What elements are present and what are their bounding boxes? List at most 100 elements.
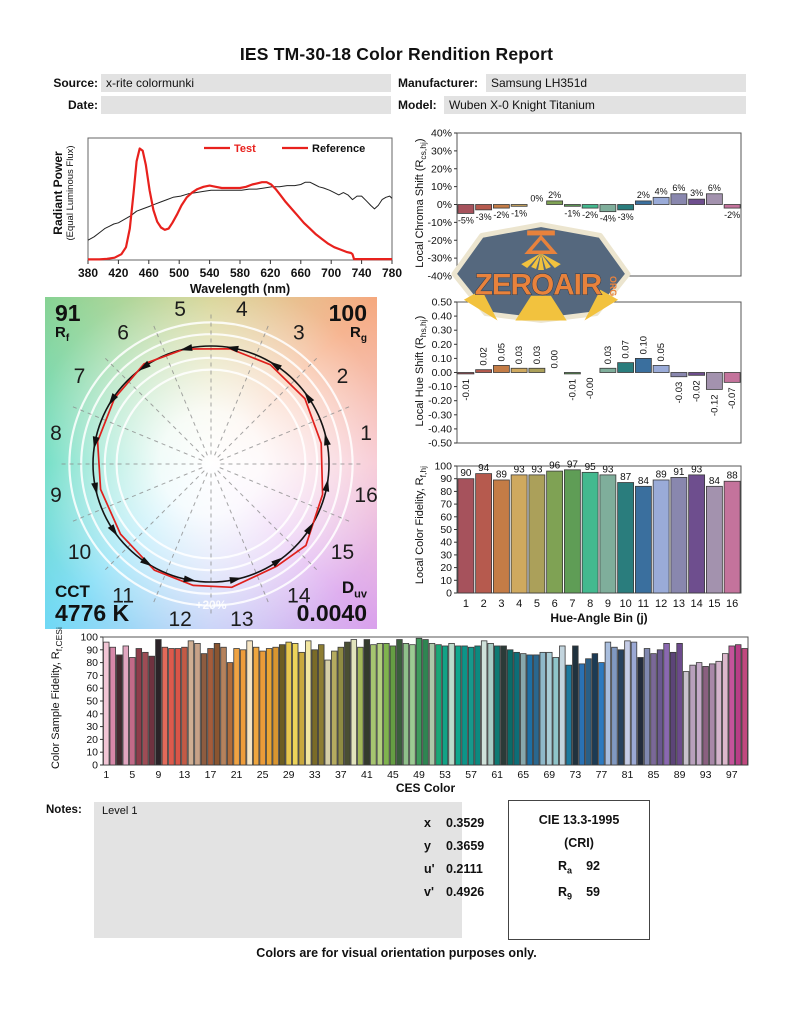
svg-text:60: 60 xyxy=(86,683,98,695)
color-vector-graphic: 1 2 3 4 5 6 7 8 9 10 11 12 13 14 15 16 91 Rf 100 Rg CCT… xyxy=(45,297,378,631)
svg-text:-30%: -30% xyxy=(427,253,452,265)
svg-text:13: 13 xyxy=(673,598,685,610)
svg-text:-4%: -4% xyxy=(600,214,616,224)
svg-text:100: 100 xyxy=(434,461,452,473)
svg-text:-0.20: -0.20 xyxy=(428,395,452,407)
svg-text:3: 3 xyxy=(293,322,305,345)
svg-text:70: 70 xyxy=(86,670,98,682)
svg-text:540: 540 xyxy=(200,266,220,280)
spectral-power-chart: 380 420 460 500 540 580 620 660 700 740 780 Wavelen… xyxy=(78,137,402,296)
svg-text:0.30: 0.30 xyxy=(432,325,453,337)
notes-label: Notes: xyxy=(46,804,82,816)
svg-text:620: 620 xyxy=(260,266,280,280)
svg-text:-0.01: -0.01 xyxy=(567,379,578,401)
rf-stat: 91 Rf xyxy=(55,300,81,345)
svg-text:53: 53 xyxy=(439,769,451,781)
manufacturer-label: Manufacturer: xyxy=(398,76,479,90)
svg-text:49: 49 xyxy=(413,769,425,781)
svg-text:740: 740 xyxy=(352,266,372,280)
svg-text:69: 69 xyxy=(543,769,555,781)
manufacturer-value: Samsung LH351d xyxy=(486,74,746,92)
svg-text:60: 60 xyxy=(440,511,452,523)
svg-text:84: 84 xyxy=(709,476,721,487)
svg-text:-20%: -20% xyxy=(427,235,452,247)
svg-text:65: 65 xyxy=(517,769,529,781)
svg-text:2: 2 xyxy=(337,365,349,388)
svg-text:11: 11 xyxy=(638,598,649,610)
svg-text:3%: 3% xyxy=(690,188,703,198)
svg-text:61: 61 xyxy=(491,769,503,781)
svg-text:8: 8 xyxy=(587,598,593,610)
model-label: Model: xyxy=(398,98,437,112)
svg-text:89: 89 xyxy=(496,469,508,480)
svg-text:93: 93 xyxy=(514,464,526,475)
svg-text:14: 14 xyxy=(287,584,311,607)
cri-ra-row: Ra 92 xyxy=(558,859,600,876)
svg-text:95: 95 xyxy=(585,462,597,473)
logo-emblem-triangle xyxy=(524,234,558,254)
local-color-fidelity-chart: 1009080706050403020100901942893934935966… xyxy=(434,459,742,625)
svg-text:0.05: 0.05 xyxy=(496,343,507,362)
svg-text:30%: 30% xyxy=(431,145,452,157)
svg-text:6%: 6% xyxy=(672,183,685,193)
svg-text:29: 29 xyxy=(283,769,295,781)
svg-text:20: 20 xyxy=(440,562,452,574)
svg-text:88: 88 xyxy=(727,471,739,482)
svg-text:10%: 10% xyxy=(431,181,452,193)
svg-text:2: 2 xyxy=(481,598,487,610)
svg-text:-0.03: -0.03 xyxy=(674,382,685,404)
svg-text:0.20: 0.20 xyxy=(432,339,453,351)
svg-text:73: 73 xyxy=(570,769,582,781)
svg-text:4: 4 xyxy=(236,298,248,321)
logo-org-suffix: ORG xyxy=(608,276,618,296)
svg-text:Reference: Reference xyxy=(312,143,365,155)
date-value xyxy=(101,96,391,114)
svg-text:10: 10 xyxy=(440,575,452,587)
zeroair-watermark-logo: ZEROAIR ORG xyxy=(451,222,631,323)
svg-text:-0.50: -0.50 xyxy=(428,438,452,450)
svg-text:57: 57 xyxy=(465,769,477,781)
svg-text:9: 9 xyxy=(50,484,62,507)
cri-r9-row: R9 59 xyxy=(558,884,600,902)
svg-text:100: 100 xyxy=(80,632,98,644)
svg-text:460: 460 xyxy=(139,266,159,280)
svg-text:0.07: 0.07 xyxy=(621,340,632,359)
svg-text:6: 6 xyxy=(552,598,558,610)
svg-text:-1%: -1% xyxy=(511,208,527,218)
svg-text:7: 7 xyxy=(74,365,86,388)
svg-text:30: 30 xyxy=(440,549,452,561)
svg-text:10: 10 xyxy=(86,747,98,759)
chromaticity-row-x: x 0.3529 xyxy=(424,816,485,830)
svg-text:97: 97 xyxy=(567,459,579,470)
svg-text:-0.10: -0.10 xyxy=(428,381,452,393)
logo-right-beam xyxy=(584,289,619,321)
svg-text:12: 12 xyxy=(655,598,667,610)
svg-text:1: 1 xyxy=(360,422,372,445)
svg-text:0.40: 0.40 xyxy=(432,311,453,323)
svg-text:2%: 2% xyxy=(637,190,650,200)
svg-text:660: 660 xyxy=(291,266,311,280)
svg-text:96: 96 xyxy=(549,461,561,472)
svg-text:0%: 0% xyxy=(530,194,543,204)
svg-text:780: 780 xyxy=(382,266,402,280)
svg-text:5: 5 xyxy=(174,298,186,321)
svg-text:Hue-Angle Bin (j): Hue-Angle Bin (j) xyxy=(550,611,647,625)
svg-text:89: 89 xyxy=(656,469,668,480)
logo-center-beam xyxy=(515,295,567,321)
svg-text:21: 21 xyxy=(231,769,243,781)
svg-text:50: 50 xyxy=(86,696,98,708)
logo-badge-shape xyxy=(451,222,631,323)
svg-text:8: 8 xyxy=(50,422,62,445)
svg-text:93: 93 xyxy=(700,769,712,781)
svg-text:0.03: 0.03 xyxy=(603,346,614,365)
svg-text:12: 12 xyxy=(168,608,191,631)
local-hue-shift-chart: 0.500.400.300.200.100.00-0.10-0.20-0.30-… xyxy=(428,297,742,450)
svg-text:-10%: -10% xyxy=(427,217,452,229)
svg-text:13: 13 xyxy=(230,608,253,631)
chromaticity-values: x 0.3529 y 0.3659 u' 0.2111 v' 0.4926 xyxy=(424,812,484,904)
svg-text:6%: 6% xyxy=(708,183,721,193)
svg-text:0.00: 0.00 xyxy=(550,350,561,369)
